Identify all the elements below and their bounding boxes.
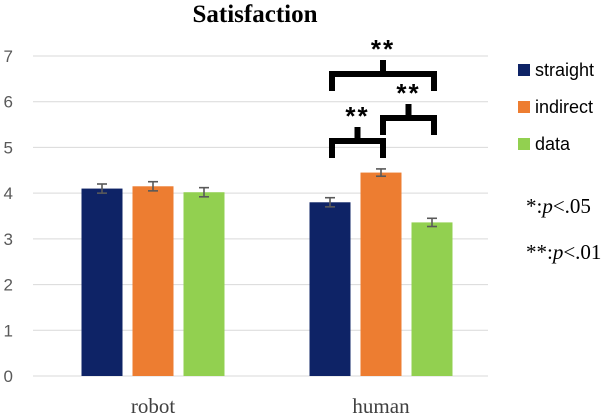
legend-label-data: data xyxy=(535,134,571,154)
y-tick-label-6: 6 xyxy=(4,93,13,112)
y-tick-label-0: 0 xyxy=(4,367,13,386)
category-label-robot: robot xyxy=(131,394,175,417)
bar-human-indirect xyxy=(360,172,402,376)
error-bars xyxy=(97,168,437,228)
significance-bracket-2: ** xyxy=(329,101,386,158)
bars xyxy=(81,172,453,376)
x-axis-categories: robot human xyxy=(131,394,410,417)
legend-swatch-straight xyxy=(518,64,530,76)
legend-item-data: data xyxy=(518,134,571,154)
significance-annotations: ****** xyxy=(329,34,437,158)
bar-robot-straight xyxy=(81,188,123,376)
y-tick-label-7: 7 xyxy=(4,47,13,66)
error-bar-robot-indirect xyxy=(148,180,158,192)
p-value-note-1: *:p<.05 xyxy=(526,194,591,218)
significance-label-2: ** xyxy=(345,101,369,131)
y-tick-label-2: 2 xyxy=(4,276,13,295)
y-tick-label-1: 1 xyxy=(4,321,13,340)
chart-title: Satisfaction xyxy=(193,1,318,28)
legend: straight indirect data xyxy=(518,60,594,154)
y-tick-label-5: 5 xyxy=(4,138,13,157)
bar-robot-data xyxy=(183,192,225,376)
error-bar-human-data xyxy=(427,217,437,228)
error-bar-human-straight xyxy=(325,196,335,208)
error-bar-robot-data xyxy=(199,186,209,198)
legend-label-indirect: indirect xyxy=(535,97,593,117)
significance-bracket-1: ** xyxy=(329,34,437,91)
category-label-human: human xyxy=(352,394,410,417)
legend-swatch-indirect xyxy=(518,101,530,113)
y-tick-label-4: 4 xyxy=(4,184,13,203)
bar-human-data xyxy=(411,222,453,376)
error-bar-human-indirect xyxy=(376,168,386,178)
significance-label-3: ** xyxy=(396,78,420,108)
legend-label-straight: straight xyxy=(535,60,594,80)
error-bar-robot-straight xyxy=(97,183,107,194)
significance-label-1: ** xyxy=(371,34,395,64)
significance-notes: *:p<.05 **:p<.01 xyxy=(526,194,601,264)
legend-swatch-data xyxy=(518,138,530,150)
y-tick-label-3: 3 xyxy=(4,230,13,249)
significance-bracket-3: ** xyxy=(380,78,437,135)
legend-item-straight: straight xyxy=(518,60,594,80)
bar-human-straight xyxy=(309,202,351,376)
y-axis-ticks: 0 1 2 3 4 5 6 7 xyxy=(4,47,13,386)
p-value-note-2: **:p<.01 xyxy=(526,240,601,264)
bar-robot-indirect xyxy=(132,186,174,376)
legend-item-indirect: indirect xyxy=(518,97,593,117)
